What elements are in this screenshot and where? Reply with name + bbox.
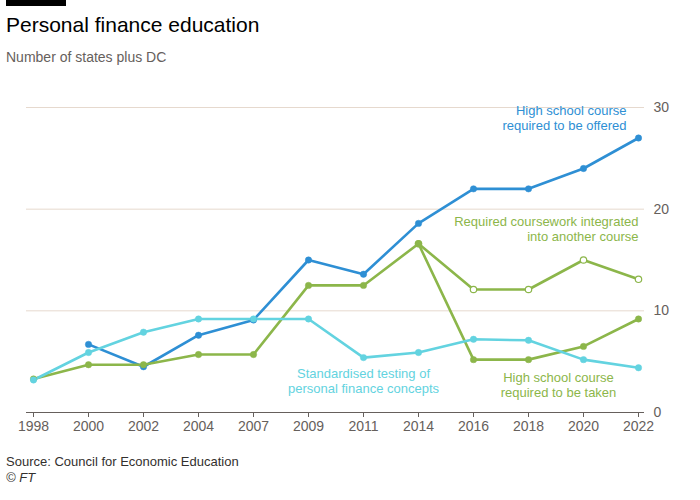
svg-text:2022: 2022	[623, 418, 654, 434]
svg-text:20: 20	[654, 201, 670, 217]
html-text:© FT: © FT	[6, 470, 36, 485]
svg-text:High school courserequired to: High school courserequired to be offered	[502, 103, 626, 133]
svg-text:2002: 2002	[128, 418, 159, 434]
svg-text:2000: 2000	[73, 418, 104, 434]
svg-text:10: 10	[654, 302, 670, 318]
svg-text:30: 30	[654, 99, 670, 115]
html-text:Personal finance education: Personal finance education	[6, 13, 260, 36]
svg-text:High school courserequired to: High school courserequired to be taken	[501, 370, 617, 400]
svg-text:2011: 2011	[348, 418, 378, 434]
svg-text:2018: 2018	[513, 418, 544, 434]
html-text:Number of states plus DC: Number of states plus DC	[6, 49, 167, 65]
svg-text:2020: 2020	[568, 418, 599, 434]
svg-text:2007: 2007	[238, 418, 269, 434]
svg-text:2016: 2016	[458, 418, 489, 434]
svg-text:2014: 2014	[403, 418, 434, 434]
svg-text:Standardised testing ofpersona: Standardised testing ofpersonal finance …	[288, 366, 440, 396]
html-text:Source: Council for Economic E: Source: Council for Economic Education	[6, 454, 239, 469]
svg-text:2004: 2004	[183, 418, 214, 434]
svg-text:Required coursework integrated: Required coursework integratedinto anoth…	[454, 214, 638, 244]
svg-text:1998: 1998	[18, 418, 49, 434]
svg-text:0: 0	[654, 404, 662, 420]
svg-text:2009: 2009	[293, 418, 324, 434]
